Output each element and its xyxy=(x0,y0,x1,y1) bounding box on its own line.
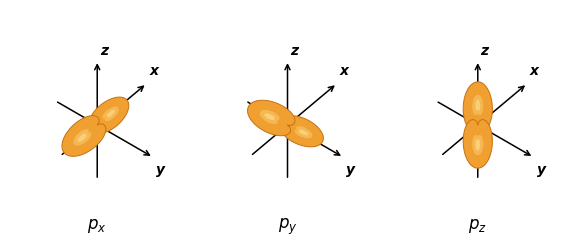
Text: z: z xyxy=(481,44,489,58)
Polygon shape xyxy=(472,95,484,115)
Polygon shape xyxy=(295,126,312,138)
Polygon shape xyxy=(248,100,295,136)
Polygon shape xyxy=(463,120,492,168)
Text: x: x xyxy=(340,64,348,78)
Text: y: y xyxy=(346,162,355,176)
Text: z: z xyxy=(290,44,298,58)
Polygon shape xyxy=(74,129,91,146)
Polygon shape xyxy=(476,100,480,111)
Polygon shape xyxy=(90,97,129,133)
Text: $p_{z}$: $p_{z}$ xyxy=(468,217,487,235)
Polygon shape xyxy=(476,139,480,150)
Polygon shape xyxy=(102,106,118,121)
Text: x: x xyxy=(150,64,158,78)
Text: z: z xyxy=(100,44,108,58)
Polygon shape xyxy=(472,135,484,155)
Polygon shape xyxy=(281,116,323,147)
Polygon shape xyxy=(260,110,279,124)
Polygon shape xyxy=(78,133,87,142)
Polygon shape xyxy=(463,82,492,130)
Text: $p_{x}$: $p_{x}$ xyxy=(87,217,107,235)
Polygon shape xyxy=(264,114,275,120)
Text: x: x xyxy=(530,64,539,78)
Polygon shape xyxy=(299,130,308,136)
Polygon shape xyxy=(62,116,106,156)
Text: y: y xyxy=(156,162,165,176)
Polygon shape xyxy=(106,110,115,118)
Text: $p_{y}$: $p_{y}$ xyxy=(278,217,297,237)
Text: y: y xyxy=(536,162,546,176)
